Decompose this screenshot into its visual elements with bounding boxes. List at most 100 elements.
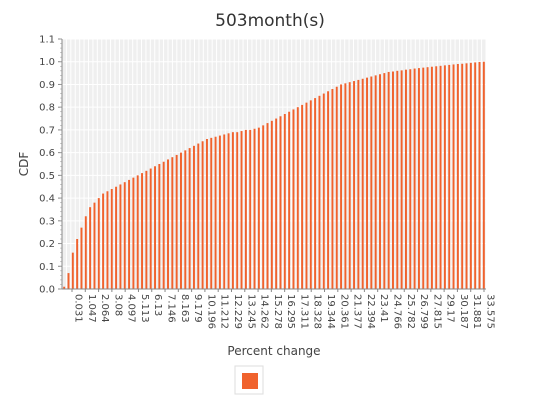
bar (123, 182, 126, 289)
x-tick-label: 11.212 (219, 294, 230, 329)
x-tick-label: 2.064 (99, 294, 110, 323)
x-tick-label: 30.187 (458, 294, 469, 329)
bar (452, 64, 455, 289)
bar (210, 137, 213, 289)
bar (474, 62, 477, 289)
bar (119, 184, 122, 289)
bar (192, 145, 195, 289)
bar (305, 102, 308, 289)
bar (67, 273, 70, 289)
y-tick-label: 0.3 (39, 216, 55, 227)
x-tick-label: 8.163 (179, 294, 190, 323)
bar (374, 75, 377, 289)
bar (197, 143, 200, 289)
bar (314, 98, 317, 289)
y-tick-label: 0.4 (39, 194, 55, 205)
bar (218, 135, 221, 289)
bar (80, 227, 83, 289)
bar (387, 71, 390, 289)
y-tick-label: 0.9 (39, 80, 55, 91)
bar (270, 120, 273, 289)
bar (145, 170, 148, 289)
bar (478, 61, 481, 290)
bar (63, 286, 66, 289)
x-tick-label: 14.262 (259, 294, 270, 329)
bar (275, 118, 278, 289)
x-tick-label: 27.815 (431, 294, 442, 329)
bar (188, 148, 191, 289)
bar (482, 61, 485, 290)
legend-swatch (242, 373, 258, 389)
y-tick-label: 0.2 (39, 239, 55, 250)
legend (234, 365, 264, 395)
bar (456, 64, 459, 289)
bar (231, 132, 234, 289)
bar (244, 129, 247, 289)
bar (214, 136, 217, 289)
bar (392, 71, 394, 289)
bar (344, 83, 347, 289)
bar (257, 127, 260, 289)
bar (461, 63, 464, 289)
x-tick-label: 17.311 (298, 294, 309, 329)
bar (71, 252, 74, 289)
y-tick-label: 1.1 (39, 35, 55, 46)
bar (158, 164, 161, 289)
x-tick-label: 16.295 (285, 294, 296, 329)
bar (417, 68, 420, 289)
x-tick-label: 0.031 (73, 294, 84, 323)
bar (184, 150, 187, 289)
bar (93, 202, 96, 289)
bar (102, 193, 105, 289)
bar (128, 179, 131, 289)
bar (262, 125, 265, 289)
bar (136, 175, 139, 289)
bar (443, 65, 446, 289)
bar (469, 62, 472, 289)
y-axis: 0.0 0.1 0.2 0.3 0.4 0.5 0.6 0.7 0.8 0.9 1.0 1.1 (39, 35, 63, 296)
bar (223, 134, 226, 289)
bar (110, 189, 113, 289)
bar (288, 111, 291, 289)
bar (115, 186, 118, 289)
x-axis: 0.031 1.047 2.064 3.08 4.097 5.113 6.13 7.146 8.… (62, 288, 496, 329)
bar (106, 191, 109, 289)
x-tick-label: 23.41 (378, 294, 389, 323)
bar (331, 89, 334, 289)
bar (370, 76, 373, 289)
bar (175, 154, 178, 289)
bar (404, 69, 407, 290)
bar (327, 91, 330, 290)
bar (322, 93, 325, 289)
bar (84, 216, 87, 289)
bar (335, 86, 338, 289)
x-tick-label: 31.881 (471, 294, 482, 329)
x-tick-label: 18.328 (312, 294, 323, 329)
bar (409, 69, 412, 289)
bars (63, 61, 485, 290)
bar (379, 74, 381, 289)
bar (357, 79, 360, 289)
x-tick-label: 3.08 (112, 294, 123, 316)
bar (366, 77, 368, 289)
x-axis-label: Percent change (227, 344, 320, 358)
bar (296, 107, 299, 290)
bar (400, 70, 403, 289)
bar (430, 66, 433, 289)
bar (89, 207, 92, 289)
y-tick-label: 0.5 (39, 171, 55, 182)
x-tick-label: 9.179 (192, 294, 203, 323)
x-tick-label: 5.113 (139, 294, 150, 323)
bar (309, 100, 312, 289)
x-tick-label: 29.17 (445, 294, 456, 323)
x-tick-label: 19.344 (325, 294, 336, 329)
y-tick-label: 0.0 (39, 285, 55, 296)
y-axis-label: CDF (17, 152, 31, 177)
x-tick-label: 1.047 (86, 294, 97, 323)
bar (236, 132, 239, 289)
bar (201, 141, 204, 289)
bar (154, 166, 156, 289)
x-tick-label: 26.799 (418, 294, 429, 329)
bar (227, 133, 230, 289)
